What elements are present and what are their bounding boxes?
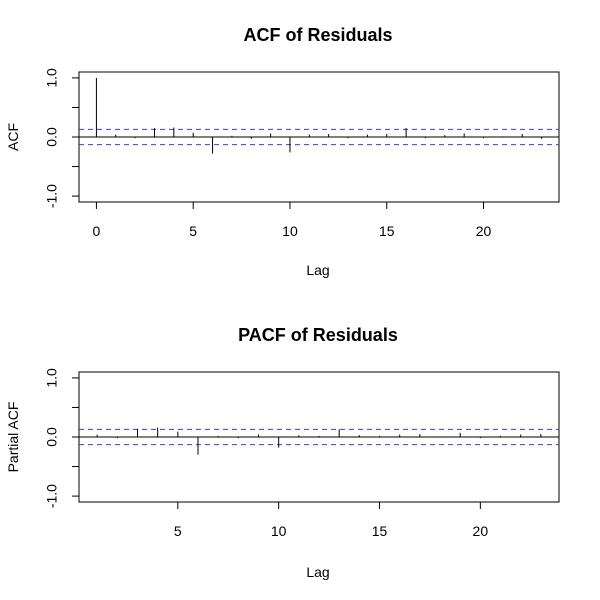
acf-x-tick-label: 10 bbox=[282, 223, 298, 239]
pacf-title: PACF of Residuals bbox=[238, 325, 398, 345]
acf-y-tick-label: -1.0 bbox=[44, 184, 60, 208]
pacf-x-tick-label: 15 bbox=[372, 523, 388, 539]
acf-y-tick-label: 1.0 bbox=[44, 68, 60, 88]
pacf-plot-area bbox=[79, 427, 559, 455]
acf-x-tick-label: 15 bbox=[379, 223, 395, 239]
acf-title: ACF of Residuals bbox=[243, 25, 392, 45]
pacf-x-tick-label: 20 bbox=[473, 523, 489, 539]
acf-x-tick-label: 20 bbox=[476, 223, 492, 239]
acf-y-axis-label: ACF bbox=[5, 123, 21, 151]
pacf-y-axis-label: Partial ACF bbox=[5, 402, 21, 473]
acf-x-axis: 0 5 10 15 20 bbox=[93, 201, 492, 239]
pacf-x-tick-label: 5 bbox=[174, 523, 182, 539]
pacf-x-axis-label: Lag bbox=[306, 564, 329, 580]
pacf-y-tick-label: 1.0 bbox=[44, 368, 60, 388]
pacf-y-tick-label: -1.0 bbox=[44, 484, 60, 508]
acf-y-tick-label: 0.0 bbox=[44, 127, 60, 147]
pacf-y-tick-label: 0.0 bbox=[44, 427, 60, 447]
acf-y-axis: -1.0 0.0 1.0 bbox=[44, 68, 80, 208]
pacf-panel: PACF of Residuals Lag Partial ACF 5 10 15 2… bbox=[5, 325, 560, 580]
acf-plot-area bbox=[79, 77, 559, 154]
acf-x-tick-label: 5 bbox=[189, 223, 197, 239]
pacf-x-tick-label: 10 bbox=[271, 523, 287, 539]
pacf-x-axis: 5 10 15 20 bbox=[174, 501, 489, 539]
pacf-y-axis: -1.0 0.0 1.0 bbox=[44, 368, 80, 508]
acf-panel: ACF of Residuals Lag ACF 0 5 10 15 20 -1.0 0.… bbox=[5, 25, 560, 278]
acf-x-tick-label: 0 bbox=[93, 223, 101, 239]
acf-x-axis-label: Lag bbox=[306, 262, 329, 278]
